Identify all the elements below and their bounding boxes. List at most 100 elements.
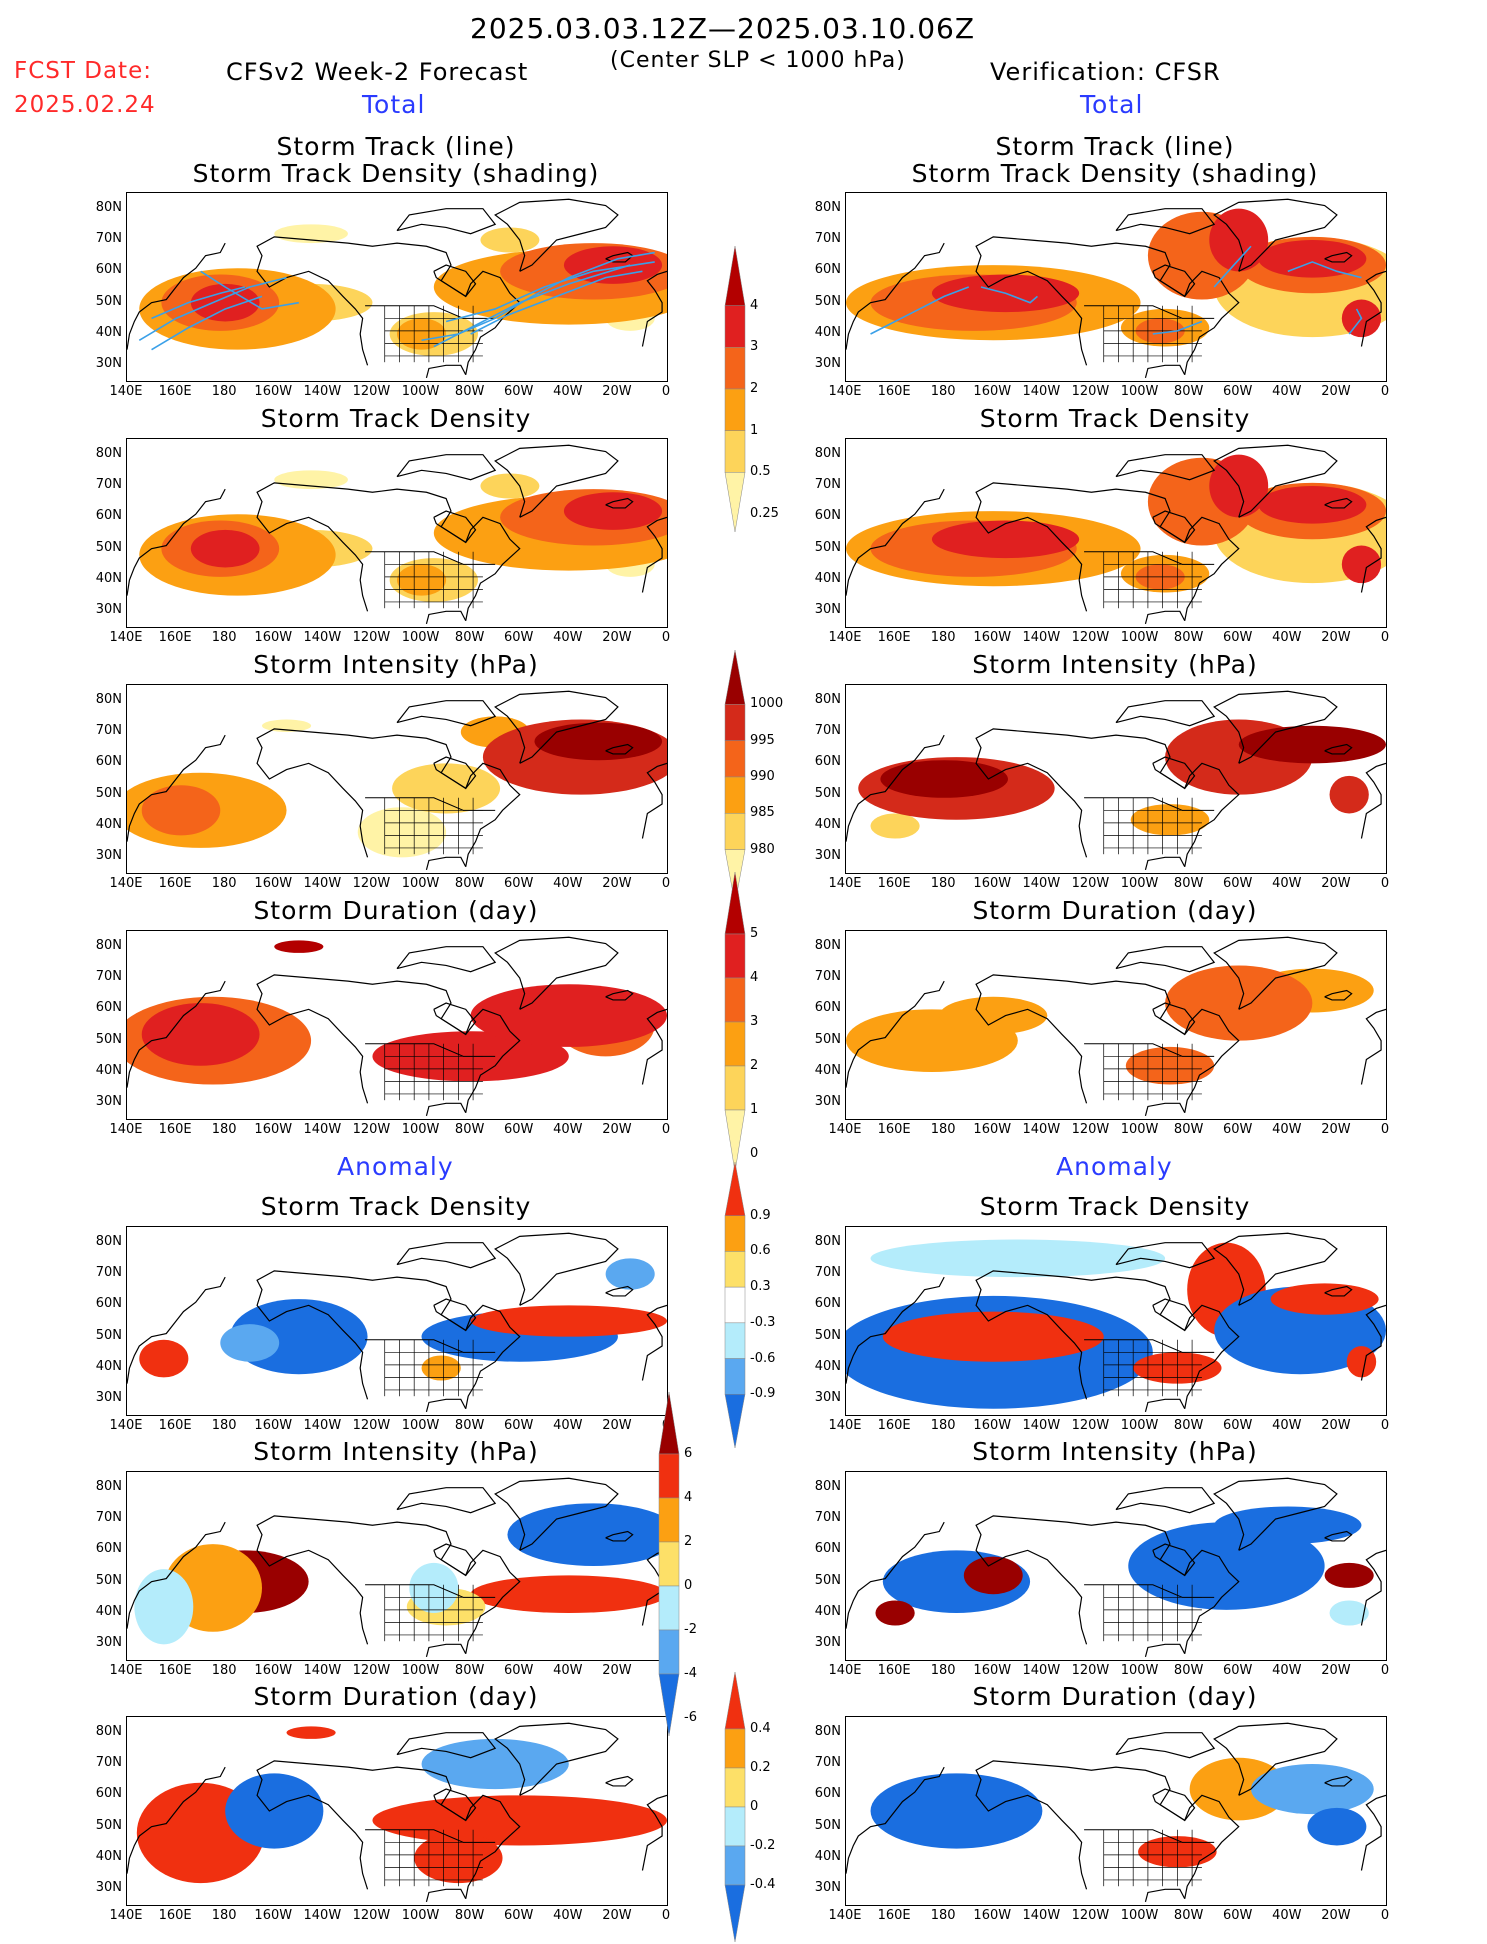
lon-tick-label: 40W [1272, 876, 1302, 891]
coastline [256, 236, 521, 375]
storm-track-line [1287, 261, 1362, 279]
lon-tick-label: 60W [1223, 1663, 1253, 1678]
coastline [425, 1643, 467, 1658]
coastline [425, 610, 467, 625]
lon-tick-label: 160E [877, 876, 911, 891]
lon-tick-label: 20W [1321, 1908, 1351, 1923]
lat-tick-label: 30N [95, 1635, 122, 1651]
field-cell [139, 1339, 189, 1378]
lon-tick-label: 140W [1022, 1418, 1061, 1433]
lon-tick-label: 100W [401, 876, 440, 891]
coastline [641, 270, 667, 347]
lon-tick-label: 0 [1380, 1663, 1390, 1678]
lon-tick-label: 80W [454, 1908, 485, 1923]
total-label-left: Total [362, 90, 426, 119]
lon-tick-label: 160W [973, 384, 1012, 399]
colorbar-swatch [658, 1391, 680, 1455]
lon-tick-label: 140E [828, 1663, 862, 1678]
lon-tick-label: 140W [303, 1908, 342, 1923]
lon-tick-label: 140E [109, 1418, 143, 1433]
field-cell [1258, 240, 1367, 278]
lon-tick-label: 140E [109, 1908, 143, 1923]
lon-tick-label: 60W [1223, 1418, 1253, 1433]
lat-tick-label: 30N [95, 1094, 122, 1110]
lat-tick-label: 80N [814, 445, 841, 461]
panel-title-verification-duration-anomaly: Storm Duration (day) [972, 1682, 1258, 1711]
field-cell [882, 1311, 1104, 1362]
lon-tick-label: 60W [504, 384, 534, 399]
colorbar-swatch [658, 1541, 680, 1587]
lon-tick-label: 140W [303, 1418, 342, 1433]
lon-tick-label: 20W [1321, 384, 1351, 399]
lon-tick-label: 140E [828, 876, 862, 891]
storm-track-line [151, 295, 263, 351]
lon-tick-label: 100W [401, 1418, 440, 1433]
coastline [975, 1270, 1240, 1409]
lat-tick-label: 60N [95, 754, 122, 770]
coastline [425, 856, 467, 871]
lat-tick-label: 50N [95, 1817, 122, 1833]
lat-tick-label: 30N [814, 1390, 841, 1406]
coastline [396, 1732, 497, 1759]
verification-intensity-anomaly [845, 1471, 1387, 1661]
coastline [846, 734, 945, 842]
coastline [127, 1521, 226, 1629]
lon-tick-label: 160W [973, 1122, 1012, 1137]
lon-tick-label: 80W [454, 1418, 485, 1433]
field-cell [225, 1773, 324, 1849]
lon-tick-label: 180 [211, 1908, 237, 1923]
lon-tick-label: 120W [352, 1908, 391, 1923]
lon-tick-label: 40W [553, 876, 583, 891]
colorbar-swatch [724, 388, 746, 431]
country-border [365, 1339, 496, 1353]
lon-tick-label: 0 [1380, 384, 1390, 399]
coastline [1144, 856, 1186, 871]
lon-tick-label: 120W [1071, 876, 1110, 891]
lon-tick-label: 100W [1120, 1418, 1159, 1433]
country-border [365, 551, 496, 565]
colorbar-swatch [724, 1286, 746, 1324]
country-border [1084, 1043, 1215, 1057]
lat-tick-label: 40N [814, 1849, 841, 1864]
lat-tick-label: 40N [814, 1359, 841, 1374]
lon-tick-label: 40W [553, 630, 583, 645]
colorbar-tick-label: 2 [750, 381, 759, 396]
coastline [605, 1775, 634, 1787]
coastline [1324, 1285, 1353, 1297]
lon-tick-label: 100W [401, 1122, 440, 1137]
coastline [1115, 1487, 1216, 1514]
coastline [1213, 1477, 1338, 1551]
lon-tick-label: 160E [877, 630, 911, 645]
coastline [494, 936, 619, 1010]
storm-track-line [1213, 245, 1252, 288]
colorbar-swatch [724, 1322, 746, 1359]
colorbar-tick-label: 4 [750, 970, 759, 985]
forecast-track-density-with-tracks [126, 192, 668, 382]
coastline [425, 1888, 467, 1903]
lon-tick-label: 140W [1022, 876, 1061, 891]
lon-tick-label: 60W [504, 1908, 534, 1923]
coastline [433, 510, 477, 544]
country-border [365, 1829, 496, 1843]
coastline [425, 1398, 467, 1413]
storm-track-line [200, 270, 299, 310]
panel-title-verification-duration: Storm Duration (day) [972, 896, 1258, 925]
colorbar-tick-label: 0.25 [750, 506, 779, 521]
lon-tick-label: 100W [401, 1663, 440, 1678]
lon-tick-label: 180 [211, 1663, 237, 1678]
panel-title-verification-track-density-with-tracks-2: Storm Track Density (shading) [911, 159, 1319, 188]
colorbar-tick-label: 0 [750, 1799, 759, 1814]
field-cell [134, 1569, 194, 1645]
verification-duration [845, 930, 1387, 1120]
lat-tick-label: 60N [814, 508, 841, 524]
field-cell [480, 227, 540, 253]
lon-tick-label: 80W [1173, 630, 1204, 645]
colorbar-swatch [724, 977, 746, 1023]
lon-tick-label: 160E [877, 1418, 911, 1433]
colorbar-tick-label: -0.4 [750, 1877, 776, 1892]
lon-tick-label: 120W [352, 384, 391, 399]
lon-tick-label: 120W [352, 630, 391, 645]
verification-duration-anomaly-map [846, 1722, 1386, 1903]
lat-tick-label: 80N [814, 937, 841, 953]
colorbar-tick-label: 3 [750, 1014, 759, 1029]
